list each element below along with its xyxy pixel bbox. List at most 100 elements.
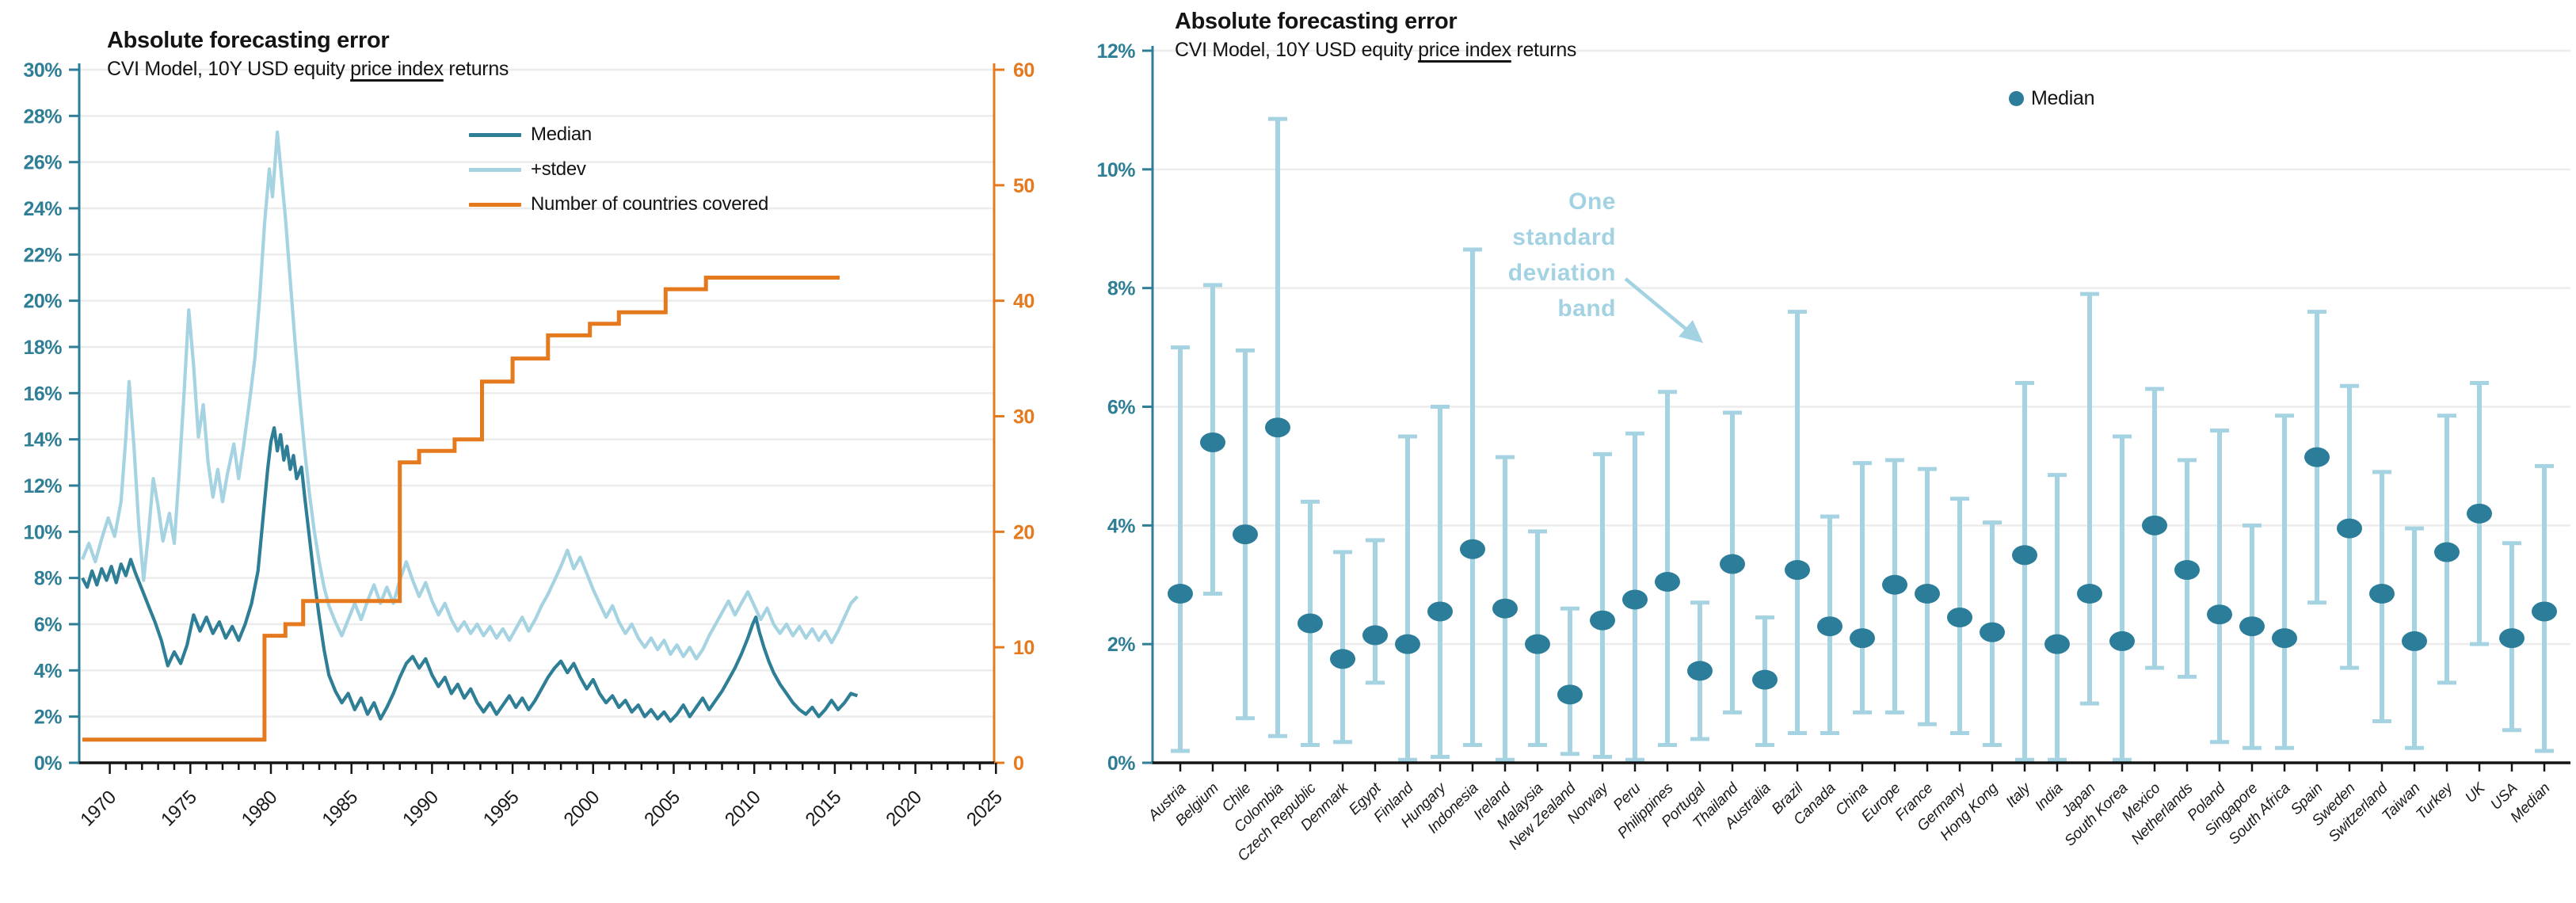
median-dot [1557,684,1583,705]
y-tick-label: 18% [23,337,62,359]
y-tick-label: 6% [1107,396,1135,418]
median-dot [1882,574,1907,595]
year-label: 1975 [157,787,201,831]
annotation-line: deviation [1507,260,1616,286]
median-dot-swatch [2009,91,2024,106]
year-label: 1980 [238,787,282,831]
subtitle-underlined-term: price index [350,58,444,80]
year-label: 1990 [398,787,443,831]
year-label: 2015 [802,787,846,831]
median-dot [1720,554,1745,574]
y-tick-label: 20% [23,291,62,313]
y-tick-label: 8% [34,568,62,590]
stdev-line-swatch [469,167,521,172]
median-dot [1817,616,1842,637]
subtitle-prefix: CVI Model, 10Y USD equity [107,58,351,80]
median-line-swatch [469,132,521,137]
median-dot [1785,560,1810,581]
left-chart-legend: Median +stdev Number of countries covere… [469,117,768,222]
median-dot [1233,524,1258,545]
y2-tick-label: 20 [1013,521,1035,543]
median-dot [2402,631,2427,651]
median-dot [2142,515,2167,535]
legend-label-median: Median [531,124,592,145]
median-dot [1590,610,1615,631]
median-dot [2532,601,2557,622]
countries-covered-step-line [82,276,840,742]
subtitle-prefix: CVI Model, 10Y USD equity [1175,39,1419,61]
left-chart-header: Absolute forecasting error CVI Model, 10… [107,27,509,82]
legend-label-median: Median [2031,87,2095,109]
y2-tick-label: 10 [1013,637,1035,659]
median-dot [2077,583,2102,604]
median-dot [1460,539,1485,559]
stdev-band-annotation: One standard deviation band [1394,184,1616,326]
right-chart-legend: Median [2009,87,2095,110]
year-label: 2010 [721,787,765,831]
country-label: Italy [2003,779,2035,810]
right-chart-title: Absolute forecasting error [1175,9,1458,34]
right-chart-subtitle: CVI Model, 10Y USD equity price index re… [1175,37,1576,63]
legend-label-stdev: +stdev [531,158,586,180]
year-label: 1995 [479,787,524,831]
stdev-line [81,130,859,661]
median-dot [2467,503,2492,524]
subtitle-suffix: returns [443,58,509,80]
y-tick-label: 12% [23,475,62,497]
y-tick-label: 14% [23,429,62,452]
y-tick-label: 6% [34,614,62,636]
y2-tick-label: 40 [1013,291,1035,313]
median-dot [2304,447,2330,467]
year-label: 1970 [76,787,120,831]
median-dot [1980,622,2005,642]
y2-tick-label: 60 [1013,59,1035,82]
median-dot [1265,417,1290,438]
median-dot [1947,607,1972,627]
median-dot [1200,432,1225,452]
median-dot [1915,583,1940,604]
median-dot [2044,634,2070,654]
subtitle-suffix: returns [1511,39,1577,61]
y-tick-label: 22% [23,244,62,266]
y-tick-label: 0% [1107,752,1135,775]
annotation-line: One [1568,189,1616,215]
y-tick-label: 4% [1107,515,1135,537]
legend-row-median: Median [469,117,768,152]
median-dot [2109,631,2135,651]
year-label: 2025 [962,787,1007,831]
median-dot [1298,613,1323,634]
count-line-swatch [469,202,521,207]
median-dot [1492,598,1518,619]
median-line [81,426,859,723]
median-dot [1330,649,1355,669]
median-dot [2434,542,2460,562]
y-tick-label: 4% [34,660,62,682]
median-dot [1427,601,1453,622]
median-dot [1622,589,1648,610]
y-tick-label: 16% [23,383,62,405]
year-label: 2000 [560,787,604,831]
y-tick-label: 10% [1096,159,1135,181]
median-dot [2174,560,2200,581]
median-dot [1525,634,1550,654]
y-tick-label: 28% [23,105,62,128]
country-label: UK [2462,779,2489,806]
median-dot [2272,628,2297,649]
median-dot [1362,625,1388,646]
year-label: 1985 [318,787,363,831]
y-tick-label: 2% [1107,634,1135,656]
median-dot [2207,604,2232,625]
median-dot [1395,634,1420,654]
median-dot [1752,669,1778,690]
y-tick-label: 2% [34,707,62,729]
annotation-arrow-shaft [1624,277,1687,330]
y-tick-label: 0% [34,752,62,775]
median-dot [1655,572,1680,592]
y-tick-label: 12% [1096,40,1135,63]
y-tick-label: 24% [23,198,62,220]
median-dot [2499,628,2525,649]
median-dot [2012,545,2037,566]
y-tick-label: 8% [1107,278,1135,300]
